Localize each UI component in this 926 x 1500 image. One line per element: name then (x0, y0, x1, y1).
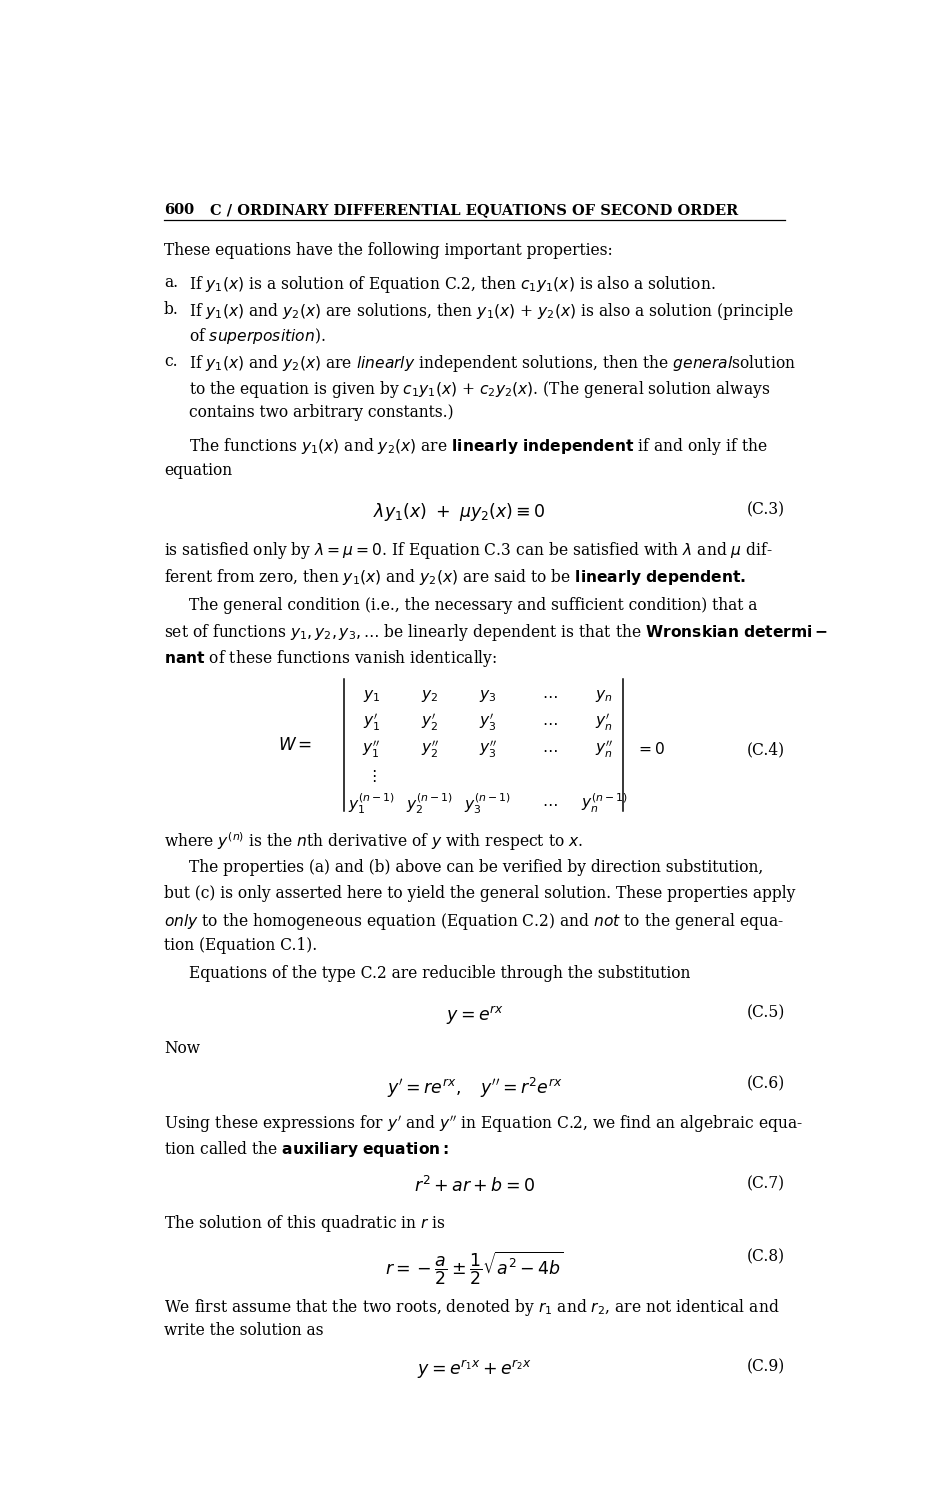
Text: The functions $y_1(x)$ and $y_2(x)$ are $\mathbf{linearly\ independent}$ if and : The functions $y_1(x)$ and $y_2(x)$ are … (189, 436, 768, 457)
Text: $\mathit{only}$ to the homogeneous equation (Equation C.2) and $\mathit{not}$ to: $\mathit{only}$ to the homogeneous equat… (164, 910, 783, 932)
Text: is satisfied only by $\lambda = \mu = 0$. If Equation C.3 can be satisfied with : is satisfied only by $\lambda = \mu = 0$… (164, 540, 772, 561)
Text: (C.9): (C.9) (747, 1358, 785, 1376)
Text: c.: c. (164, 352, 178, 370)
Text: If $y_1(x)$ and $y_2(x)$ are $\mathit{linearly}$ independent solutions, then the: If $y_1(x)$ and $y_2(x)$ are $\mathit{li… (189, 352, 795, 374)
Text: $\cdots$: $\cdots$ (542, 687, 557, 705)
Text: $\cdots$: $\cdots$ (542, 714, 557, 732)
Text: $= 0$: $= 0$ (635, 741, 665, 759)
Text: $\mathbf{nant}$ of these functions vanish identically:: $\mathbf{nant}$ of these functions vanis… (164, 648, 497, 669)
Text: of $\mathit{superposition}$).: of $\mathit{superposition}$). (189, 327, 325, 346)
Text: $\cdots$: $\cdots$ (542, 795, 557, 812)
Text: $y_n$: $y_n$ (595, 687, 613, 705)
Text: $y_1^{(n-1)}$: $y_1^{(n-1)}$ (348, 792, 395, 816)
Text: $y_2'$: $y_2'$ (421, 712, 438, 734)
Text: tion (Equation C.1).: tion (Equation C.1). (164, 936, 317, 954)
Text: 600: 600 (164, 202, 194, 217)
Text: $y = e^{r_1x} + e^{r_2x}$: $y = e^{r_1x} + e^{r_2x}$ (417, 1358, 532, 1382)
Text: (C.8): (C.8) (747, 1250, 785, 1266)
Text: If $y_1(x)$ and $y_2(x)$ are solutions, then $y_1(x)$ + $y_2(x)$ is also a solut: If $y_1(x)$ and $y_2(x)$ are solutions, … (189, 300, 793, 321)
Text: (C.6): (C.6) (747, 1076, 785, 1092)
Text: $y_1''$: $y_1''$ (362, 740, 381, 760)
Text: $W =$: $W =$ (279, 738, 313, 754)
Text: The solution of this quadratic in $r$ is: The solution of this quadratic in $r$ is (164, 1212, 445, 1233)
Text: If $y_1(x)$ is a solution of Equation C.2, then $c_1y_1(x)$ is also a solution.: If $y_1(x)$ is a solution of Equation C.… (189, 274, 715, 296)
Text: ferent from zero, then $y_1(x)$ and $y_2(x)$ are said to be $\mathbf{linearly\ d: ferent from zero, then $y_1(x)$ and $y_2… (164, 567, 746, 586)
Text: $y_n^{(n-1)}$: $y_n^{(n-1)}$ (581, 792, 628, 816)
Text: tion called the $\mathbf{auxiliary\ equation:}$: tion called the $\mathbf{auxiliary\ equa… (164, 1138, 449, 1160)
Text: $r = -\dfrac{a}{2} \pm \dfrac{1}{2}\sqrt{a^2 - 4b}$: $r = -\dfrac{a}{2} \pm \dfrac{1}{2}\sqrt… (385, 1250, 564, 1287)
Text: $y_3'$: $y_3'$ (479, 712, 496, 734)
Text: C / ORDINARY DIFFERENTIAL EQUATIONS OF SECOND ORDER: C / ORDINARY DIFFERENTIAL EQUATIONS OF S… (210, 202, 739, 217)
Text: $y' = re^{rx},\quad y'' = r^2e^{rx}$: $y' = re^{rx},\quad y'' = r^2e^{rx}$ (387, 1076, 562, 1100)
Text: $y = e^{rx}$: $y = e^{rx}$ (445, 1004, 504, 1026)
Text: where $y^{(n)}$ is the $n$th derivative of $y$ with respect to $x$.: where $y^{(n)}$ is the $n$th derivative … (164, 831, 583, 854)
Text: $y_n'$: $y_n'$ (595, 712, 613, 734)
Text: $y_n''$: $y_n''$ (594, 740, 613, 760)
Text: $\lambda y_1(x)\ +\ \mu y_2(x) \equiv 0$: $\lambda y_1(x)\ +\ \mu y_2(x) \equiv 0$ (373, 501, 545, 524)
Text: $y_3$: $y_3$ (479, 687, 496, 705)
Text: Equations of the type C.2 are reducible through the substitution: Equations of the type C.2 are reducible … (189, 966, 690, 982)
Text: (C.4): (C.4) (747, 741, 785, 759)
Text: (C.3): (C.3) (747, 501, 785, 518)
Text: a.: a. (164, 274, 178, 291)
Text: contains two arbitrary constants.): contains two arbitrary constants.) (189, 405, 453, 422)
Text: Now: Now (164, 1040, 200, 1058)
Text: (C.5): (C.5) (747, 1004, 785, 1022)
Text: but (c) is only asserted here to yield the general solution. These properties ap: but (c) is only asserted here to yield t… (164, 885, 795, 902)
Text: write the solution as: write the solution as (164, 1323, 323, 1340)
Text: $y_2''$: $y_2''$ (420, 740, 439, 760)
Text: $y_3^{(n-1)}$: $y_3^{(n-1)}$ (464, 792, 511, 816)
Text: $y_2$: $y_2$ (421, 687, 438, 705)
Text: equation: equation (164, 462, 232, 478)
Text: $r^2 + ar + b = 0$: $r^2 + ar + b = 0$ (414, 1176, 535, 1196)
Text: We first assume that the two roots, denoted by $r_1$ and $r_2$, are not identica: We first assume that the two roots, deno… (164, 1296, 780, 1317)
Text: $y_3''$: $y_3''$ (479, 740, 497, 760)
Text: (C.7): (C.7) (747, 1176, 785, 1192)
Text: $y_1'$: $y_1'$ (363, 712, 381, 734)
Text: to the equation is given by $c_1y_1(x)$ + $c_2y_2(x)$. (The general solution alw: to the equation is given by $c_1y_1(x)$ … (189, 378, 770, 399)
Text: $\vdots$: $\vdots$ (367, 768, 377, 786)
Text: $y_1$: $y_1$ (363, 687, 381, 705)
Text: set of functions $y_1, y_2, y_3, \ldots$ be linearly dependent is that the $\mat: set of functions $y_1, y_2, y_3, \ldots$… (164, 622, 828, 644)
Text: $y_2^{(n-1)}$: $y_2^{(n-1)}$ (407, 792, 453, 816)
Text: $\cdots$: $\cdots$ (542, 741, 557, 759)
Text: The properties (a) and (b) above can be verified by direction substitution,: The properties (a) and (b) above can be … (189, 859, 763, 876)
Text: Using these expressions for $y'$ and $y''$ in Equation C.2, we find an algebraic: Using these expressions for $y'$ and $y'… (164, 1113, 803, 1134)
Text: These equations have the following important properties:: These equations have the following impor… (164, 242, 613, 258)
Text: The general condition (i.e., the necessary and sufficient condition) that a: The general condition (i.e., the necessa… (189, 597, 757, 613)
Text: b.: b. (164, 300, 179, 318)
